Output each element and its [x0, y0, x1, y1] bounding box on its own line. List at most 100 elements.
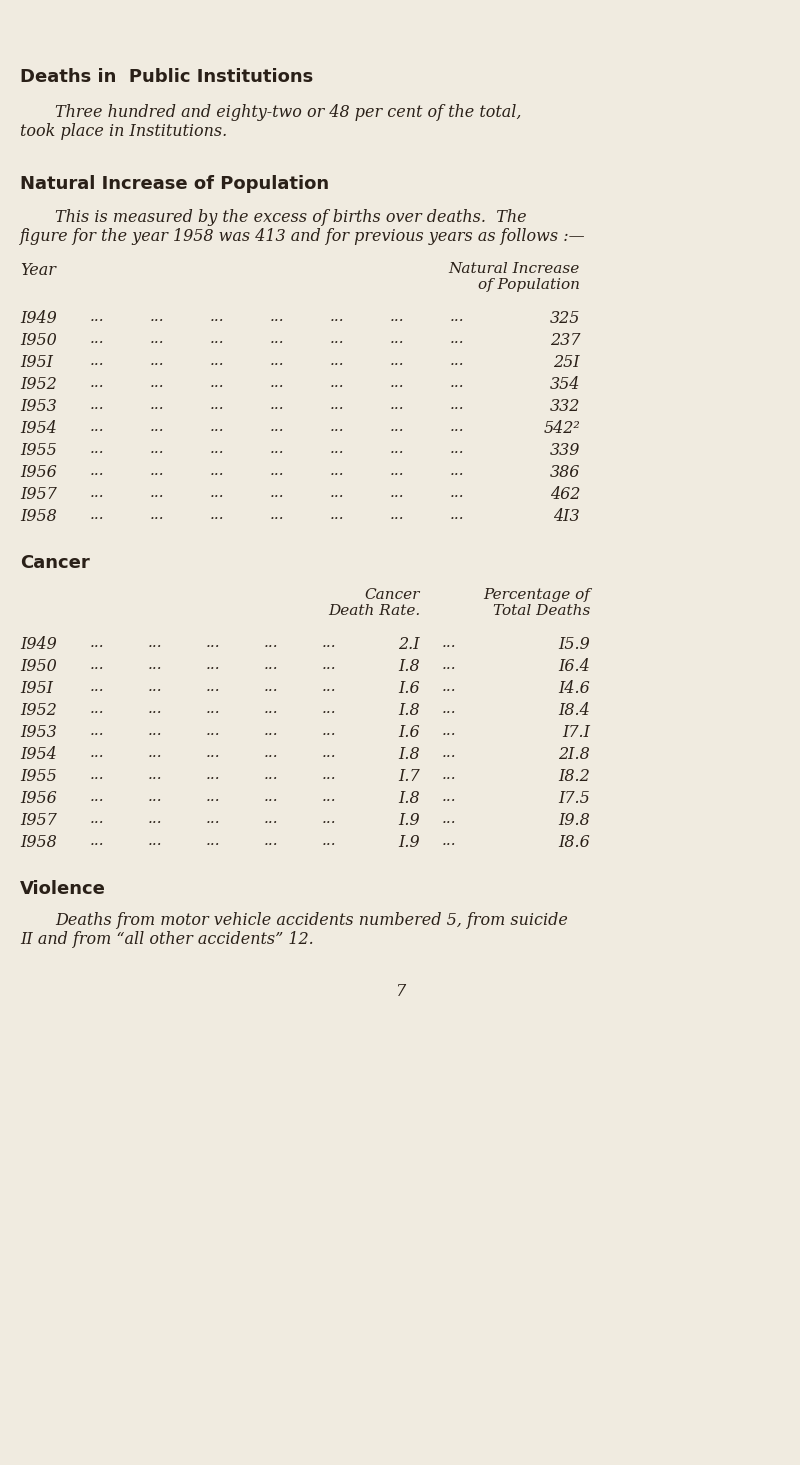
Text: I958: I958	[20, 834, 57, 851]
Text: I5.9: I5.9	[558, 636, 590, 653]
Text: I957: I957	[20, 812, 57, 829]
Text: ...: ...	[210, 398, 225, 412]
Text: ...: ...	[148, 746, 162, 760]
Text: ...: ...	[330, 420, 345, 434]
Text: Percentage of: Percentage of	[483, 587, 590, 602]
Text: ...: ...	[150, 355, 165, 368]
Text: ...: ...	[206, 812, 221, 826]
Text: ...: ...	[206, 746, 221, 760]
Text: I8.6: I8.6	[558, 834, 590, 851]
Text: ...: ...	[390, 442, 405, 456]
Text: ...: ...	[390, 333, 405, 346]
Text: 2I.8: 2I.8	[558, 746, 590, 763]
Text: I954: I954	[20, 420, 57, 437]
Text: I8.4: I8.4	[558, 702, 590, 719]
Text: ...: ...	[450, 333, 465, 346]
Text: 4I3: 4I3	[554, 508, 580, 524]
Text: ...: ...	[322, 812, 337, 826]
Text: ...: ...	[330, 398, 345, 412]
Text: ...: ...	[206, 658, 221, 672]
Text: ...: ...	[450, 420, 465, 434]
Text: ...: ...	[148, 658, 162, 672]
Text: ...: ...	[442, 834, 457, 848]
Text: ...: ...	[150, 442, 165, 456]
Text: ...: ...	[210, 508, 225, 522]
Text: ...: ...	[150, 377, 165, 390]
Text: ...: ...	[90, 333, 105, 346]
Text: 339: 339	[550, 442, 580, 459]
Text: ...: ...	[330, 355, 345, 368]
Text: ...: ...	[270, 398, 285, 412]
Text: ...: ...	[390, 508, 405, 522]
Text: ...: ...	[148, 768, 162, 782]
Text: ...: ...	[210, 442, 225, 456]
Text: ...: ...	[210, 420, 225, 434]
Text: ...: ...	[150, 420, 165, 434]
Text: I4.6: I4.6	[558, 680, 590, 697]
Text: ...: ...	[322, 702, 337, 716]
Text: ...: ...	[442, 790, 457, 804]
Text: ...: ...	[90, 486, 105, 500]
Text: ...: ...	[150, 333, 165, 346]
Text: ...: ...	[264, 768, 278, 782]
Text: ...: ...	[90, 311, 105, 324]
Text: 462: 462	[550, 486, 580, 502]
Text: 542²: 542²	[543, 420, 580, 437]
Text: 237: 237	[550, 333, 580, 349]
Text: ...: ...	[90, 442, 105, 456]
Text: I956: I956	[20, 790, 57, 807]
Text: ...: ...	[270, 442, 285, 456]
Text: 386: 386	[550, 464, 580, 481]
Text: ...: ...	[90, 702, 105, 716]
Text: Violence: Violence	[20, 880, 106, 898]
Text: ...: ...	[148, 680, 162, 694]
Text: Natural Increase of Population: Natural Increase of Population	[20, 174, 329, 193]
Text: ...: ...	[206, 790, 221, 804]
Text: ...: ...	[322, 724, 337, 738]
Text: ...: ...	[450, 311, 465, 324]
Text: ...: ...	[450, 508, 465, 522]
Text: ...: ...	[90, 658, 105, 672]
Text: ...: ...	[90, 724, 105, 738]
Text: I950: I950	[20, 658, 57, 675]
Text: Three hundred and eighty-two or 48 per cent of the total,: Three hundred and eighty-two or 48 per c…	[55, 104, 522, 122]
Text: 25I: 25I	[554, 355, 580, 371]
Text: ...: ...	[390, 355, 405, 368]
Text: ...: ...	[150, 398, 165, 412]
Text: ...: ...	[210, 464, 225, 478]
Text: ...: ...	[150, 311, 165, 324]
Text: ...: ...	[150, 486, 165, 500]
Text: I95I: I95I	[20, 355, 53, 371]
Text: ...: ...	[264, 834, 278, 848]
Text: I952: I952	[20, 377, 57, 393]
Text: ...: ...	[270, 355, 285, 368]
Text: I957: I957	[20, 486, 57, 502]
Text: ...: ...	[270, 508, 285, 522]
Text: ...: ...	[206, 724, 221, 738]
Text: ...: ...	[90, 812, 105, 826]
Text: ...: ...	[150, 508, 165, 522]
Text: I953: I953	[20, 398, 57, 415]
Text: I955: I955	[20, 768, 57, 785]
Text: ...: ...	[270, 420, 285, 434]
Text: ...: ...	[148, 812, 162, 826]
Text: ...: ...	[210, 355, 225, 368]
Text: ...: ...	[330, 464, 345, 478]
Text: ...: ...	[206, 768, 221, 782]
Text: ...: ...	[390, 377, 405, 390]
Text: ...: ...	[330, 333, 345, 346]
Text: ...: ...	[90, 508, 105, 522]
Text: Natural Increase: Natural Increase	[449, 262, 580, 275]
Text: I950: I950	[20, 333, 57, 349]
Text: ...: ...	[206, 636, 221, 650]
Text: ...: ...	[90, 680, 105, 694]
Text: ...: ...	[264, 680, 278, 694]
Text: Deaths from motor vehicle accidents numbered 5, from suicide: Deaths from motor vehicle accidents numb…	[55, 913, 568, 929]
Text: ...: ...	[90, 790, 105, 804]
Text: This is measured by the excess of births over deaths.  The: This is measured by the excess of births…	[55, 209, 526, 226]
Text: Cancer: Cancer	[20, 554, 90, 571]
Text: ...: ...	[148, 636, 162, 650]
Text: ...: ...	[206, 702, 221, 716]
Text: ...: ...	[264, 812, 278, 826]
Text: ...: ...	[330, 442, 345, 456]
